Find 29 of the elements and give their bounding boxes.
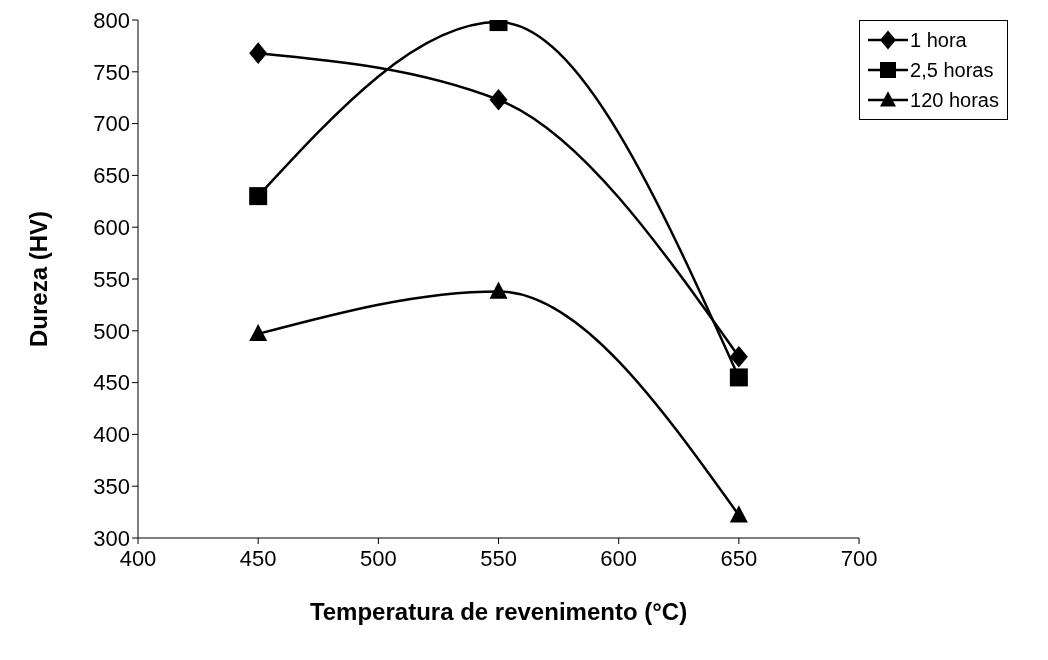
x-tick-label: 700 (840, 545, 878, 571)
x-tick-label: 600 (600, 545, 638, 571)
legend-label: 120 horas (910, 88, 999, 112)
point (729, 345, 748, 368)
x-tick-label: 650 (720, 545, 758, 571)
y-tick-label: 550 (93, 266, 130, 292)
point (249, 187, 268, 206)
point (489, 281, 508, 299)
point (249, 42, 268, 64)
y-tick-label: 800 (93, 7, 130, 33)
point (729, 368, 748, 387)
legend-label: 1 hora (910, 28, 967, 52)
y-tick-label: 400 (93, 422, 130, 448)
x-axis-title: Temperatura de revenimento (°C) (309, 598, 688, 625)
y-tick-label: 350 (93, 474, 130, 500)
point (249, 324, 268, 342)
x-tick-label: 550 (480, 545, 517, 571)
y-tick-label: 650 (93, 163, 130, 189)
point (729, 505, 748, 523)
point (489, 88, 508, 111)
y-tick-label: 450 (93, 370, 130, 396)
y-tick-label: 500 (93, 318, 130, 344)
x-tick-label: 450 (239, 545, 277, 571)
x-tick-label: 500 (359, 545, 397, 571)
y-tick-label: 700 (93, 111, 130, 137)
y-tick-label: 600 (93, 215, 130, 241)
y-tick-label: 750 (93, 59, 130, 85)
y-axis-title: Dureza (HV) (24, 210, 52, 348)
legend-label: 2,5 horas (910, 58, 994, 82)
